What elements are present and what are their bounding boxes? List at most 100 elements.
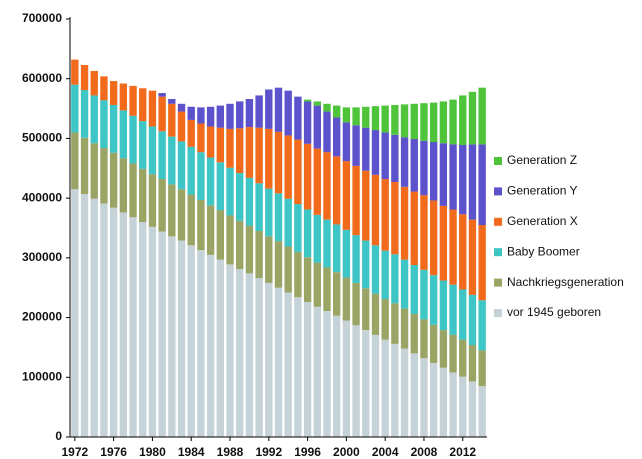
bar-segment bbox=[439, 280, 448, 331]
bar-segment bbox=[400, 308, 409, 349]
bar-segment bbox=[139, 222, 147, 437]
bar-segment bbox=[449, 144, 457, 210]
bar-segment bbox=[478, 300, 486, 351]
bar-segment bbox=[371, 334, 380, 437]
bar-segment bbox=[371, 106, 380, 131]
bar-segment bbox=[459, 144, 467, 215]
bar-segment bbox=[468, 144, 477, 220]
bar-segment bbox=[459, 339, 467, 377]
y-tick-label: 600000 bbox=[22, 71, 62, 85]
bar-segment bbox=[449, 372, 457, 437]
bar-segment bbox=[148, 126, 157, 175]
bar-segment bbox=[148, 226, 157, 437]
bar-segment bbox=[139, 168, 147, 223]
bar-segment bbox=[410, 139, 418, 192]
y-tick-label: 700000 bbox=[22, 11, 62, 25]
bar-segment bbox=[265, 188, 273, 237]
x-tick-label: 1988 bbox=[217, 445, 244, 459]
bar-segment bbox=[80, 193, 89, 437]
bar-segment bbox=[255, 278, 263, 437]
bar-segment bbox=[158, 93, 166, 97]
bar-segment bbox=[391, 303, 399, 344]
bar-segment bbox=[265, 128, 273, 189]
bar-segment bbox=[274, 193, 283, 242]
bar-segment bbox=[449, 209, 457, 285]
bar-segment bbox=[148, 174, 157, 227]
bar-segment bbox=[206, 205, 215, 255]
bar-segment bbox=[303, 143, 312, 210]
bar-segment bbox=[429, 102, 438, 143]
bar-segment bbox=[187, 245, 195, 437]
bar-segment bbox=[381, 105, 389, 133]
legend: Generation Z Generation Y Generation X Baby… bbox=[494, 153, 624, 319]
bar-segment bbox=[226, 128, 234, 168]
legend-swatch bbox=[494, 157, 502, 165]
bar-segment bbox=[168, 236, 176, 437]
x-tick-label: 1984 bbox=[178, 445, 205, 459]
bar-segment bbox=[429, 275, 438, 325]
y-tick-label: 200000 bbox=[22, 310, 62, 324]
bar-segment bbox=[333, 105, 341, 118]
x-tick-label: 1972 bbox=[61, 445, 88, 459]
bar-segment bbox=[303, 209, 312, 258]
bar-segment bbox=[371, 174, 380, 246]
bar-segment bbox=[323, 152, 331, 220]
bar-segment bbox=[187, 194, 195, 246]
bar-segment bbox=[168, 99, 176, 104]
bar-segment bbox=[391, 134, 399, 183]
x-tick-label: 2000 bbox=[333, 445, 360, 459]
bar-segment bbox=[400, 104, 409, 138]
bar-segment bbox=[420, 319, 428, 359]
x-tick-label: 2004 bbox=[372, 445, 399, 459]
bar-segment bbox=[109, 81, 118, 105]
bar-segment bbox=[284, 135, 292, 199]
bar-segment bbox=[323, 267, 331, 312]
bar-segment bbox=[80, 90, 89, 138]
bar-segment bbox=[429, 362, 438, 437]
bar-segment bbox=[274, 287, 283, 437]
bar-segment bbox=[284, 246, 292, 293]
y-tick-label: 400000 bbox=[22, 190, 62, 204]
bar-segment bbox=[71, 59, 79, 85]
bar-segment bbox=[168, 136, 176, 185]
bar-segment bbox=[255, 95, 263, 128]
bar-segment bbox=[429, 142, 438, 201]
bar-segment bbox=[206, 106, 215, 127]
bar-segment bbox=[139, 88, 147, 122]
bar-segment bbox=[449, 284, 457, 335]
bar-segment bbox=[168, 184, 176, 237]
bar-segment bbox=[352, 165, 360, 236]
bar-segment bbox=[90, 198, 98, 437]
bar-segment bbox=[236, 220, 244, 270]
bar-segment bbox=[177, 103, 186, 112]
bar-segment bbox=[352, 235, 360, 283]
bar-segment bbox=[352, 325, 360, 437]
bar-segment bbox=[294, 139, 302, 205]
bar-segment bbox=[429, 324, 438, 363]
bar-segment bbox=[459, 376, 467, 437]
bar-segment bbox=[352, 107, 360, 126]
bar-segment bbox=[371, 293, 380, 335]
bar-segment bbox=[197, 199, 205, 251]
bar-segment bbox=[342, 320, 351, 437]
bar-segment bbox=[129, 115, 137, 164]
bar-segment bbox=[381, 299, 389, 340]
bar-segment bbox=[158, 96, 166, 132]
bar-segment bbox=[420, 195, 428, 270]
bar-segment bbox=[362, 106, 370, 128]
x-tick-label: 2012 bbox=[449, 445, 476, 459]
bar-segment bbox=[313, 306, 321, 437]
bar-segment bbox=[245, 99, 254, 128]
bar-segment bbox=[177, 141, 186, 190]
bar-segment bbox=[352, 282, 360, 326]
bar-segment bbox=[303, 257, 312, 303]
bar-segment bbox=[206, 126, 215, 158]
bar-segment bbox=[245, 177, 254, 226]
bar-segment bbox=[468, 219, 477, 295]
bar-segment bbox=[410, 265, 418, 314]
bar-segment bbox=[371, 245, 380, 294]
bar-segment bbox=[391, 182, 399, 255]
bar-segment bbox=[371, 130, 380, 175]
bar-segment bbox=[468, 91, 477, 145]
